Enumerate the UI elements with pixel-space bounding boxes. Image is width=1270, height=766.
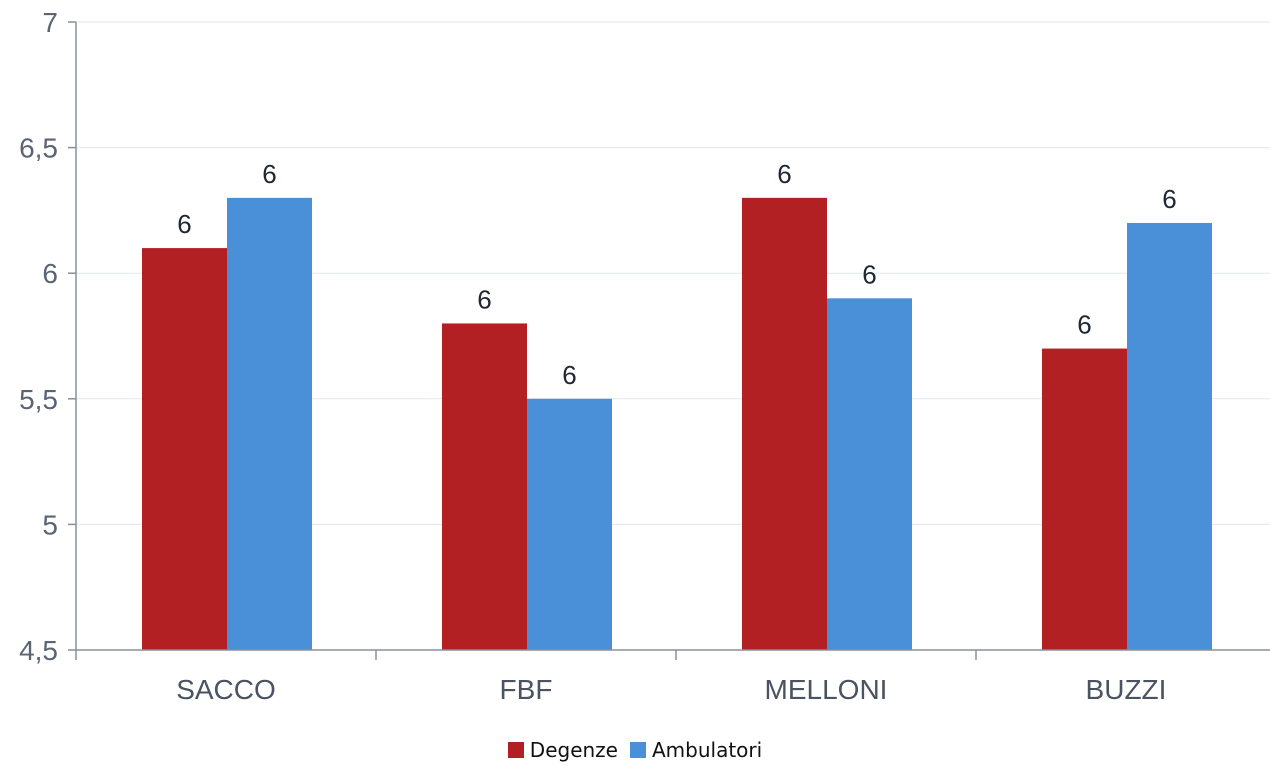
bar-ambulatori-buzzi (1127, 222, 1212, 650)
bar-ambulatori-sacco (227, 197, 312, 650)
legend-item-ambulatori: Ambulatori (629, 738, 763, 762)
y-tick-label: 6,5 (19, 133, 58, 164)
data-label: 6 (177, 209, 191, 239)
data-label: 6 (262, 159, 276, 189)
x-tick-label: BUZZI (1086, 674, 1167, 705)
legend-label-ambulatori: Ambulatori (651, 738, 763, 762)
bars (142, 197, 1212, 650)
axes (68, 21, 1270, 660)
legend-swatch-ambulatori (629, 742, 646, 758)
bar-degenze-sacco (142, 248, 227, 650)
labels: 4,5 5 5,5 6 6,5 7 6 6 SACCO 6 6 FBF 6 6 MELLONI 6 6 BUZZI (19, 7, 1177, 705)
bar-degenze-fbf (442, 323, 527, 650)
y-tick-label: 6 (42, 258, 58, 289)
bar-ambulatori-melloni (827, 298, 912, 650)
y-tick-label: 5 (42, 509, 58, 540)
bar-degenze-melloni (742, 197, 827, 650)
data-label: 6 (1077, 310, 1091, 340)
y-tick-label: 7 (42, 7, 58, 38)
y-tick-label: 5,5 (19, 384, 58, 415)
y-tick-label: 4,5 (19, 635, 58, 666)
x-tick-label: SACCO (176, 674, 276, 705)
data-label: 6 (477, 284, 491, 314)
legend: Degenze Ambulatori (0, 734, 1270, 766)
legend-item-degenze: Degenze (507, 738, 618, 762)
data-label: 6 (777, 159, 791, 189)
bar-degenze-buzzi (1042, 348, 1127, 650)
x-tick-label: MELLONI (765, 674, 888, 705)
data-label: 6 (862, 259, 876, 289)
legend-label-degenze: Degenze (529, 738, 618, 762)
x-tick-label: FBF (500, 674, 553, 705)
legend-swatch-degenze (507, 742, 524, 758)
bar-ambulatori-fbf (527, 398, 612, 650)
data-label: 6 (1162, 184, 1176, 214)
data-label: 6 (562, 360, 576, 390)
